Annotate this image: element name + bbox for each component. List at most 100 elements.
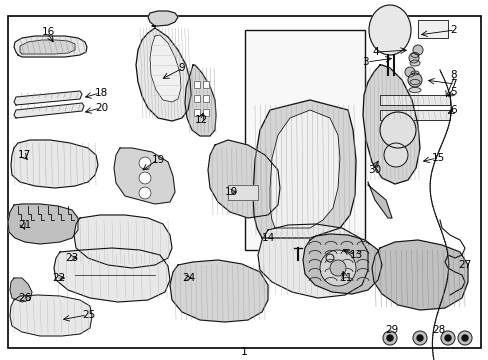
Polygon shape [170, 260, 267, 322]
Ellipse shape [409, 60, 419, 66]
Text: 13: 13 [349, 250, 363, 260]
Circle shape [444, 335, 450, 341]
Bar [379, 110, 449, 120]
Circle shape [139, 187, 151, 199]
Text: 21: 21 [18, 220, 31, 230]
Ellipse shape [410, 71, 418, 75]
Bar [203, 95, 208, 102]
Circle shape [408, 53, 418, 63]
Text: 1: 1 [240, 347, 247, 357]
Text: 24: 24 [182, 273, 195, 283]
Bar [227, 185, 258, 200]
Ellipse shape [409, 80, 419, 85]
Polygon shape [184, 65, 216, 136]
Bar [203, 109, 208, 116]
Polygon shape [362, 65, 419, 184]
Circle shape [416, 335, 422, 341]
Bar [227, 185, 258, 200]
Bar [194, 81, 200, 88]
Polygon shape [207, 140, 280, 218]
Circle shape [440, 331, 454, 345]
Text: 20: 20 [95, 103, 108, 113]
Polygon shape [136, 28, 191, 121]
Text: 18: 18 [95, 88, 108, 98]
Text: 7: 7 [449, 79, 456, 89]
Circle shape [404, 67, 414, 77]
Text: 2: 2 [449, 25, 456, 35]
Circle shape [407, 73, 421, 87]
Circle shape [139, 157, 151, 169]
Polygon shape [14, 103, 84, 118]
Text: 3: 3 [361, 57, 368, 67]
Text: 16: 16 [42, 27, 55, 37]
Circle shape [412, 45, 422, 55]
Bar [194, 95, 200, 102]
Text: 29: 29 [384, 325, 397, 335]
Circle shape [412, 331, 426, 345]
Polygon shape [252, 100, 355, 238]
Circle shape [383, 143, 407, 167]
Polygon shape [8, 204, 78, 244]
Text: 15: 15 [431, 153, 445, 163]
Text: 28: 28 [431, 325, 445, 335]
Polygon shape [11, 140, 98, 188]
Ellipse shape [408, 87, 420, 93]
Circle shape [461, 335, 467, 341]
Text: 26: 26 [18, 293, 31, 303]
Circle shape [379, 112, 415, 148]
Polygon shape [114, 148, 175, 204]
Polygon shape [20, 40, 75, 54]
Text: 10: 10 [224, 187, 238, 197]
Bar [379, 95, 449, 105]
Polygon shape [148, 11, 178, 26]
Polygon shape [367, 182, 391, 218]
Text: 22: 22 [52, 273, 65, 283]
Text: 14: 14 [262, 233, 275, 243]
Bar [194, 81, 200, 88]
Polygon shape [10, 278, 32, 302]
Bar [194, 95, 200, 102]
Bar [379, 110, 449, 120]
Bar [194, 109, 200, 116]
Text: 9: 9 [178, 63, 184, 73]
Text: 23: 23 [65, 253, 78, 263]
Bar [417, 20, 447, 38]
Bar [203, 81, 208, 88]
Polygon shape [258, 224, 367, 298]
Bar [244, 30, 364, 250]
Circle shape [319, 250, 355, 286]
Polygon shape [303, 234, 381, 294]
Text: 8: 8 [449, 70, 456, 80]
Polygon shape [269, 110, 339, 228]
Circle shape [325, 254, 333, 262]
Bar [203, 109, 208, 116]
Ellipse shape [368, 5, 410, 55]
Polygon shape [150, 35, 181, 102]
Bar [203, 81, 208, 88]
Text: 25: 25 [82, 310, 95, 320]
Circle shape [382, 331, 396, 345]
Text: 5: 5 [449, 87, 456, 97]
Polygon shape [54, 248, 170, 302]
Text: 17: 17 [18, 150, 31, 160]
Text: 12: 12 [195, 115, 208, 125]
Polygon shape [14, 36, 87, 57]
Text: 6: 6 [449, 105, 456, 115]
Bar [379, 95, 449, 105]
Ellipse shape [410, 53, 418, 58]
Text: 19: 19 [152, 155, 165, 165]
Text: 11: 11 [339, 273, 352, 283]
Text: 27: 27 [457, 260, 470, 270]
Circle shape [386, 335, 392, 341]
Circle shape [457, 331, 471, 345]
Bar [417, 20, 447, 38]
Text: 4: 4 [371, 47, 378, 57]
Polygon shape [371, 240, 467, 310]
Polygon shape [14, 91, 82, 105]
Text: 30: 30 [367, 165, 380, 175]
Bar [203, 95, 208, 102]
Polygon shape [10, 295, 92, 336]
Circle shape [139, 172, 151, 184]
Circle shape [329, 260, 346, 276]
Polygon shape [74, 215, 172, 268]
